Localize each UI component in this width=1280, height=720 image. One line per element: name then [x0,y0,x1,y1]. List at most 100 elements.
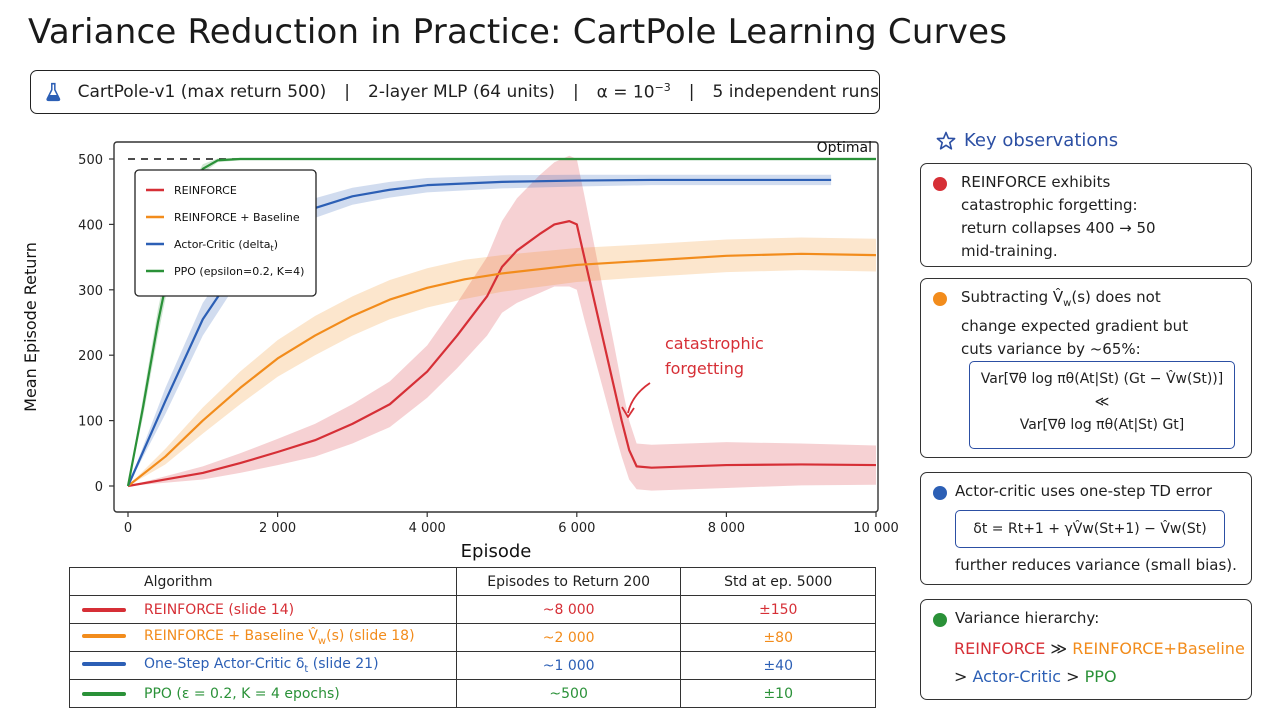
legend-box [134,169,317,297]
card-text-sub: w [1063,298,1072,309]
hierarchy-gt: > [1061,667,1085,686]
row-label-v: V̂ [308,628,318,645]
series-band [128,155,876,491]
row-label-sub: t [304,663,309,675]
row-label-post: (s) (slide 18) [326,628,415,645]
config-runs: 5 independent runs [712,82,879,102]
table-cell-std: ±40 [680,651,876,680]
plot-frame [113,141,879,513]
table-row: REINFORCE (slide 14) ~8 000 ±150 [69,595,876,624]
series-band [128,237,876,486]
series-swatch [82,634,126,639]
card-line: further reduces variance (small bias). [955,556,1237,574]
table-header-row: Algorithm Episodes to Return 200 Std at … [69,567,876,596]
config-separator: | [688,82,695,102]
y-tick-label: 0 [95,480,103,495]
legend-label-tail: ) [274,238,278,251]
td-error-formula: δt = Rt+1 + γV̂w(St+1) − V̂w(St) [955,510,1225,548]
learning-curves-chart: 0 2 000 4 000 6 000 8 000 10 000 0 100 200 300 400… [21,140,899,562]
legend-label: Actor-Critic (deltat) [174,238,278,253]
series-swatch [82,662,126,667]
legend-label: PPO (epsilon=0.2, K=4) [174,265,304,278]
page-title: Variance Reduction in Practice: CartPole… [28,12,1008,52]
table-cell-episodes: ~2 000 [455,623,682,652]
blue-bullet-icon [933,486,947,500]
observations-title: Key observations [936,130,1118,151]
star-icon [936,131,956,150]
observation-card-forgetting: REINFORCE exhibits catastrophic forgetti… [920,163,1252,267]
row-label: One-Step Actor-Critic δ [144,656,305,673]
hierarchy-ppo: PPO [1084,667,1117,686]
table-cell-episodes: ~500 [455,679,682,708]
table-cell-episodes: ~1 000 [455,651,682,680]
hierarchy-reinforce: REINFORCE [954,639,1046,658]
orange-bullet-icon [933,292,947,306]
row-label: PPO (ε = 0.2, K = 4 epochs) [144,685,340,702]
table-cell-algorithm: One-Step Actor-Critic δt (slide 21) [69,651,457,680]
series-swatch [82,691,126,696]
row-label: REINFORCE (slide 14) [144,601,295,618]
variance-formula: Var[∇θ log πθ(At|St) (Gt − V̂w(St))] ≪ V… [969,361,1235,449]
x-tick-label: 4 000 [409,521,446,536]
formula-top: Var[∇θ log πθ(At|St) (Gt − V̂w(St))] [980,371,1224,387]
x-tick-label: 6 000 [558,521,595,536]
table-cell-algorithm: REINFORCE (slide 14) [69,595,457,624]
card-line: Actor-critic uses one-step TD error [955,482,1213,500]
card-line: catastrophic forgetting: [961,196,1138,214]
annotation-arrow [627,382,651,414]
hierarchy-line-1: REINFORCE ≫ REINFORCE+Baseline [954,637,1245,660]
annotation-catastrophic-forgetting: catastrophic forgetting [621,334,764,418]
card-line: Subtracting V̂w(s) does not [961,286,1188,315]
series-swatch [82,607,126,612]
table-header-std: Std at ep. 5000 [680,567,876,596]
y-tick-label: 200 [78,349,103,364]
config-lr-base: α = 10 [596,82,655,103]
row-label: REINFORCE + Baseline [144,628,309,645]
row-label-post: (slide 21) [308,656,379,673]
card-text-part: V̂ [1052,288,1064,306]
table-cell-algorithm: PPO (ε = 0.2, K = 4 epochs) [69,679,457,708]
x-axis-label: Episode [461,541,532,562]
observations-title-text: Key observations [964,130,1119,151]
config-env: CartPole-v1 (max return 500) [77,82,327,102]
red-bullet-icon [933,177,947,191]
table-header-algorithm: Algorithm [69,567,457,596]
confidence-bands [128,155,876,491]
table-row: PPO (ε = 0.2, K = 4 epochs) ~500 ±10 [69,679,876,708]
flask-icon [46,82,61,102]
annotation-text: catastrophic [665,334,764,353]
table-header-episodes: Episodes to Return 200 [455,567,682,596]
table-cell-episodes: ~8 000 [455,595,682,624]
y-axis-label: Mean Episode Return [21,242,40,412]
card-line: return collapses 400 → 50 [961,219,1156,237]
hierarchy-line-2: > Actor-Critic > PPO [954,665,1117,688]
config-model: 2-layer MLP (64 units) [368,82,555,102]
annotation-arrowhead [621,406,635,418]
observation-card-baseline: Subtracting V̂w(s) does not change expec… [920,278,1252,458]
hierarchy-actor-critic: Actor-Critic [972,667,1062,686]
legend-label-sub: t [271,244,274,253]
formula-bottom: Var[∇θ log πθ(At|St) Gt] [1019,417,1185,433]
hierarchy-gt: > [954,667,973,686]
table-cell-std: ±150 [680,595,876,624]
legend-label: REINFORCE + Baseline [174,211,300,224]
config-strip: CartPole-v1 (max return 500) | 2-layer M… [30,70,880,114]
table-cell-std: ±10 [680,679,876,708]
config-lr-exponent: −3 [654,81,671,95]
annotation-text: forgetting [665,359,744,378]
card-line: REINFORCE exhibits [961,173,1111,191]
hierarchy-baseline: REINFORCE+Baseline [1072,639,1245,658]
card-text-part: (s) does not [1071,288,1161,306]
table-cell-algorithm: REINFORCE + Baseline V̂w(s) (slide 18) [69,623,457,652]
card-text-part: Subtracting [961,288,1053,306]
card-text: REINFORCE exhibits catastrophic forgetti… [961,171,1156,263]
series-line [126,178,832,487]
table-row: REINFORCE + Baseline V̂w(s) (slide 18) ~… [69,623,876,652]
card-line: cuts variance by ~65%: [961,340,1141,358]
series-line [127,252,877,487]
y-tick-label: 300 [78,284,103,299]
table-row: One-Step Actor-Critic δt (slide 21) ~1 0… [69,651,876,680]
card-line: mid-training. [961,242,1058,260]
config-separator: | [572,82,579,102]
series-line [126,157,876,487]
